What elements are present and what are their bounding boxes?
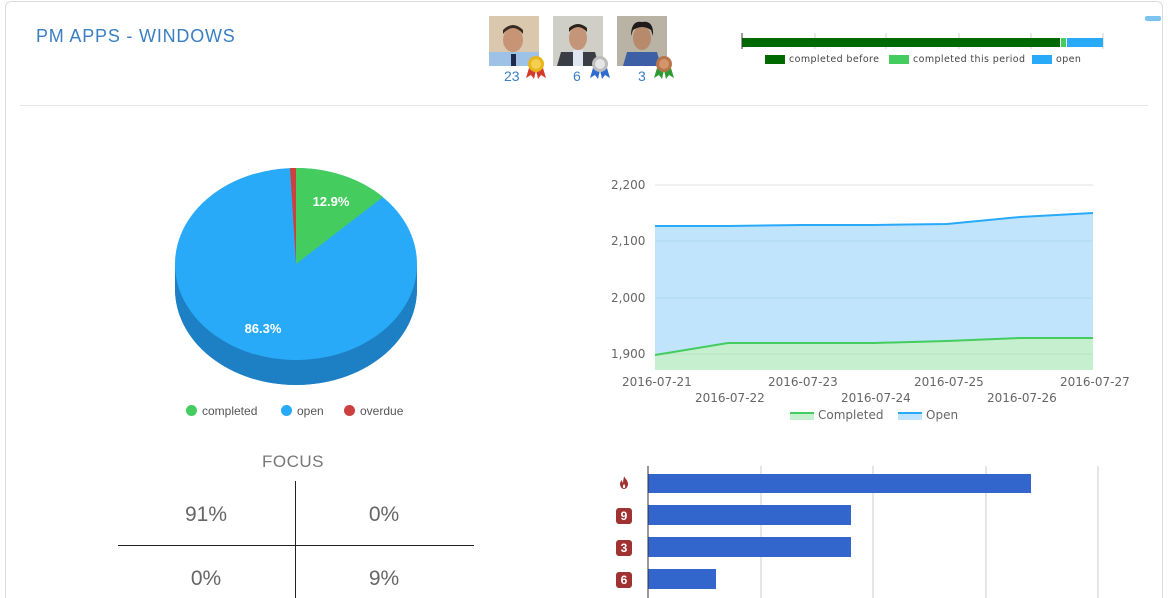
pie-label-completed: 12.9%	[313, 194, 350, 209]
pie-label-open: 86.3%	[245, 321, 282, 336]
leader-2[interactable]: 6	[553, 16, 610, 84]
line-legend-completed[interactable]: Completed	[790, 408, 883, 422]
open-line[interactable]	[655, 212, 1094, 227]
focus-cell-urgent-important: 91%	[184, 503, 228, 526]
swatch	[889, 55, 909, 64]
dot-icon	[344, 405, 355, 416]
completed-swatch-icon	[790, 412, 814, 420]
dot-icon	[186, 405, 197, 416]
y-tick: 2,100	[611, 234, 646, 248]
y-tick: 1,900	[611, 347, 646, 361]
bar-fire[interactable]	[648, 474, 1031, 493]
bar-6[interactable]	[648, 569, 716, 589]
pie-legend-overdue[interactable]: overdue	[344, 404, 403, 418]
pie-slice-overdue[interactable]	[290, 167, 296, 264]
x-tick: 2016-07-21	[622, 375, 692, 389]
legend-label: overdue	[360, 404, 404, 418]
open-swatch-icon	[898, 412, 922, 420]
x-tick: 2016-07-24	[841, 391, 911, 405]
legend-label: completed this period	[913, 54, 1026, 65]
leader-1[interactable]: 23	[489, 16, 546, 84]
x-tick: 2016-07-26	[987, 391, 1057, 405]
y-tick: 2,000	[611, 291, 646, 305]
completed-before-segment[interactable]	[742, 38, 1060, 47]
y-tick: 2,200	[611, 178, 646, 192]
pie-legend-open[interactable]: open	[281, 404, 324, 418]
open-area[interactable]	[655, 213, 1093, 370]
x-tick: 2016-07-23	[768, 375, 838, 389]
x-tick: 2016-07-22	[695, 391, 765, 405]
pie-slice-completed[interactable]	[296, 167, 383, 264]
legend-open[interactable]: open	[1032, 54, 1081, 65]
focus-cell-urgent-not-important: 0%	[190, 567, 222, 590]
bronze-medal-icon	[654, 56, 674, 79]
bar-3[interactable]	[648, 537, 851, 557]
gold-medal-icon	[526, 56, 546, 79]
legend-label: Completed	[818, 408, 884, 422]
line-legend-open[interactable]: Open	[898, 408, 958, 422]
focus-vertical-divider	[295, 481, 296, 598]
leader-count: 6	[573, 68, 581, 84]
silver-medal-icon	[590, 56, 610, 79]
pie-legend-completed[interactable]: completed	[186, 404, 257, 418]
area-chart	[655, 184, 1094, 370]
dot-icon	[281, 405, 292, 416]
avatar	[553, 16, 603, 66]
avatar	[617, 16, 667, 66]
legend-completed-before[interactable]: completed before	[765, 54, 879, 65]
priority-badge: 9	[616, 508, 632, 524]
bar-9[interactable]	[648, 505, 851, 525]
pie-chart: 12.9% 86.3%	[175, 167, 417, 385]
legend-completed-this-period[interactable]: completed this period	[889, 54, 1025, 65]
focus-horizontal-divider	[118, 545, 474, 546]
legend-label: Open	[926, 408, 959, 422]
focus-title: FOCUS	[262, 452, 324, 471]
header-divider	[20, 105, 1148, 106]
collapse-handle[interactable]	[1145, 16, 1161, 21]
page-title: PM APPS - WINDOWS	[36, 26, 236, 46]
x-tick: 2016-07-25	[914, 375, 984, 389]
fire-icon	[620, 476, 628, 489]
focus-cell-not-urgent-not-important: 9%	[368, 567, 400, 590]
legend-label: open	[1056, 54, 1082, 65]
priority-bar-chart	[647, 466, 1099, 598]
priority-badge: 3	[616, 540, 632, 556]
leader-count: 3	[638, 68, 646, 84]
completed-line[interactable]	[655, 337, 1093, 356]
progress-stacked-bar	[741, 33, 1104, 49]
x-tick: 2016-07-27	[1060, 375, 1130, 389]
leader-3[interactable]: 3	[617, 16, 674, 84]
leader-count: 23	[504, 68, 520, 84]
legend-label: completed before	[789, 54, 880, 65]
priority-badge: 6	[616, 572, 632, 588]
swatch	[1032, 55, 1052, 64]
completed-this-period-segment[interactable]	[1061, 38, 1066, 47]
open-segment[interactable]	[1067, 38, 1103, 47]
avatar	[489, 16, 539, 66]
swatch	[765, 55, 785, 64]
legend-label: open	[297, 404, 324, 418]
legend-label: completed	[202, 404, 258, 418]
focus-cell-not-urgent-important: 0%	[368, 503, 400, 526]
